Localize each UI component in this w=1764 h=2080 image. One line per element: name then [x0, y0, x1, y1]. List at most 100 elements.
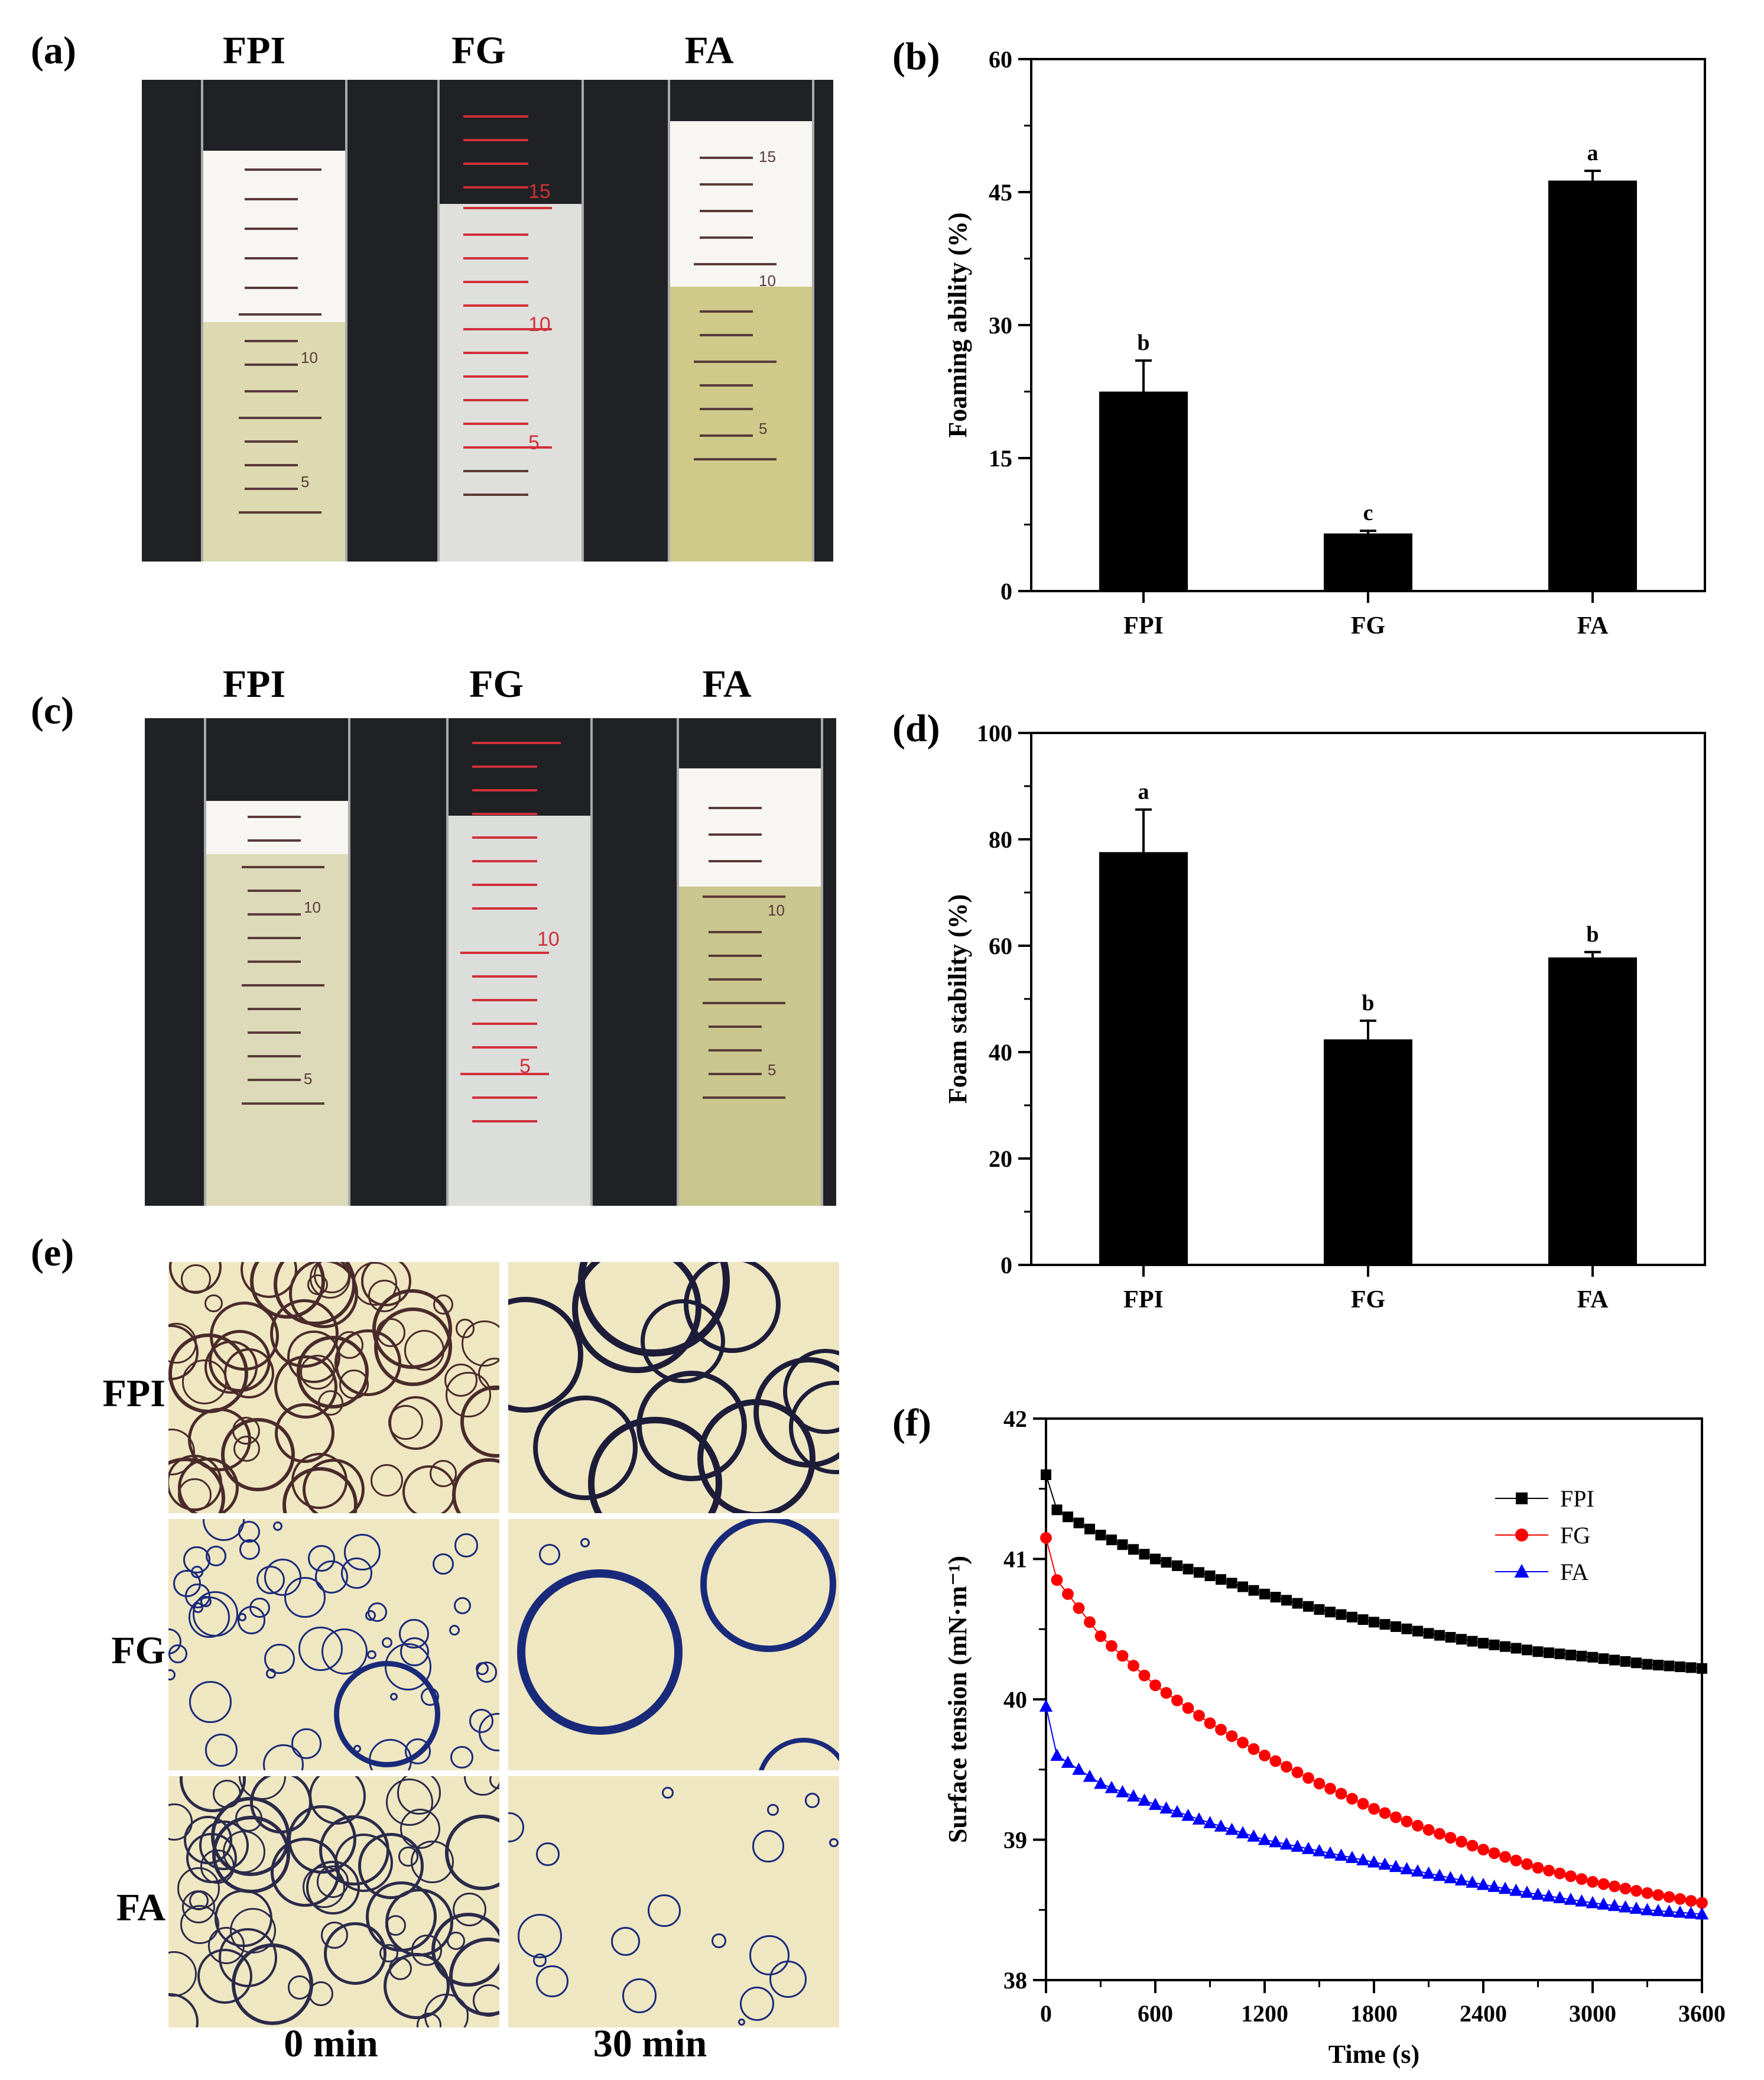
- point-fa: [1050, 1748, 1064, 1761]
- point-fa: [1301, 1842, 1315, 1854]
- series-line-fpi: [1045, 1474, 1703, 1669]
- cylinder-fa: 15 10 5: [668, 80, 814, 562]
- bubble: [373, 1307, 452, 1386]
- sample-label-c-fg: FG: [469, 663, 524, 706]
- point-fpi: [1697, 1663, 1707, 1674]
- bubble: [769, 1960, 807, 1998]
- point-fg: [1434, 1828, 1445, 1840]
- point-fg: [1641, 1887, 1653, 1899]
- bubble: [249, 1597, 270, 1618]
- bubble: [752, 1830, 785, 1862]
- point-fg: [1281, 1761, 1292, 1773]
- point-fpi: [1183, 1563, 1194, 1575]
- point-fpi: [1303, 1601, 1314, 1612]
- bubble: [738, 2018, 746, 2026]
- micro-col-label-30: 30 min: [593, 2022, 707, 2065]
- point-fg: [1302, 1772, 1314, 1784]
- bubble: [539, 1544, 560, 1565]
- legend-label-fa: FA: [1560, 1559, 1588, 1585]
- point-fpi: [1664, 1660, 1675, 1672]
- point-fa: [1334, 1848, 1348, 1861]
- point-fg: [1609, 1880, 1620, 1893]
- point-fa: [1323, 1846, 1337, 1859]
- micro-row-label-fa: FA: [116, 1886, 165, 1929]
- micro-row-label-fg: FG: [111, 1629, 165, 1672]
- point-fa: [1684, 1906, 1698, 1919]
- x-tick-label: 3600: [1678, 2000, 1726, 2027]
- bubble: [266, 1669, 276, 1679]
- point-fa: [1116, 1785, 1129, 1797]
- point-fpi: [1554, 1649, 1565, 1660]
- x-axis-label: Time (s): [1328, 2040, 1419, 2069]
- point-fpi: [1685, 1662, 1697, 1673]
- panel-label-c: (c): [31, 689, 74, 732]
- point-fpi: [1598, 1653, 1609, 1664]
- point-fg: [1466, 1839, 1479, 1852]
- point-fa: [1389, 1860, 1403, 1873]
- point-fa: [1575, 1894, 1588, 1907]
- point-fg: [1324, 1783, 1336, 1795]
- point-fg: [1619, 1883, 1632, 1895]
- point-fpi: [1237, 1581, 1248, 1592]
- point-fa: [1564, 1892, 1578, 1905]
- x-tick-label-fa: FA: [1577, 612, 1609, 640]
- x-tick-label: 1800: [1350, 2000, 1398, 2027]
- bubble: [536, 1842, 560, 1866]
- bubble: [767, 1804, 779, 1816]
- micrograph-cell: [508, 1262, 839, 1513]
- point-fpi: [1675, 1661, 1685, 1672]
- sample-label-a-fg: FG: [451, 29, 506, 72]
- point-fg: [1182, 1702, 1194, 1714]
- point-fa: [1148, 1797, 1162, 1810]
- legend-marker-fa: [1514, 1564, 1529, 1578]
- point-fg: [1532, 1862, 1544, 1874]
- point-fa: [1586, 1896, 1600, 1909]
- point-fa: [1279, 1837, 1294, 1850]
- point-fa: [1313, 1844, 1326, 1857]
- bar-fa: [1548, 957, 1637, 1265]
- bubble: [192, 1591, 238, 1637]
- panel-label-e: (e): [31, 1231, 74, 1274]
- y-tick-label: 40: [1003, 1686, 1027, 1713]
- point-fg: [1510, 1854, 1522, 1867]
- bubble: [384, 1952, 450, 2020]
- point-fpi: [1510, 1643, 1522, 1654]
- point-fa: [1553, 1891, 1567, 1903]
- y-tick-label: 60: [989, 46, 1012, 73]
- chart-foam-stability: 0 20 40 60 80 100 a FPI b FG b FA Foam stability (%): [943, 720, 1706, 1313]
- bubble: [239, 1539, 260, 1560]
- micrograph-cell: [508, 1519, 839, 1770]
- cylinder-photo-a: 10 5 15 10 5 15: [142, 80, 833, 562]
- sig-letter-fa: a: [1587, 141, 1599, 166]
- bubble: [213, 1780, 241, 1808]
- bubble: [424, 1994, 469, 2027]
- point-fa: [1531, 1887, 1545, 1900]
- point-fpi: [1532, 1646, 1544, 1657]
- point-fpi: [1544, 1647, 1554, 1659]
- point-fa: [1651, 1903, 1665, 1916]
- point-fg: [1587, 1875, 1599, 1888]
- point-fpi: [1401, 1623, 1412, 1634]
- bar-fg: [1324, 533, 1412, 591]
- point-fpi: [1522, 1644, 1532, 1656]
- legend-marker-fpi: [1516, 1492, 1528, 1504]
- point-fg: [1412, 1819, 1424, 1832]
- point-fpi: [1336, 1609, 1347, 1620]
- y-tick-label: 60: [989, 933, 1012, 959]
- point-fpi: [1084, 1523, 1095, 1534]
- bubble: [204, 1294, 223, 1312]
- bubble: [173, 1569, 202, 1598]
- point-fg: [1106, 1640, 1117, 1652]
- bubble: [453, 1596, 472, 1615]
- bubble: [274, 1355, 338, 1419]
- legend-marker-fg: [1515, 1529, 1528, 1542]
- y-tick-label: 80: [989, 826, 1012, 853]
- point-fpi: [1150, 1553, 1161, 1565]
- point-fa: [1159, 1801, 1173, 1814]
- point-fg: [1597, 1878, 1610, 1890]
- point-fpi: [1281, 1595, 1292, 1606]
- y-tick-label: 0: [1000, 1252, 1012, 1278]
- point-fg: [1040, 1531, 1052, 1544]
- point-fpi: [1467, 1636, 1478, 1647]
- legend-label-fpi: FPI: [1560, 1485, 1594, 1512]
